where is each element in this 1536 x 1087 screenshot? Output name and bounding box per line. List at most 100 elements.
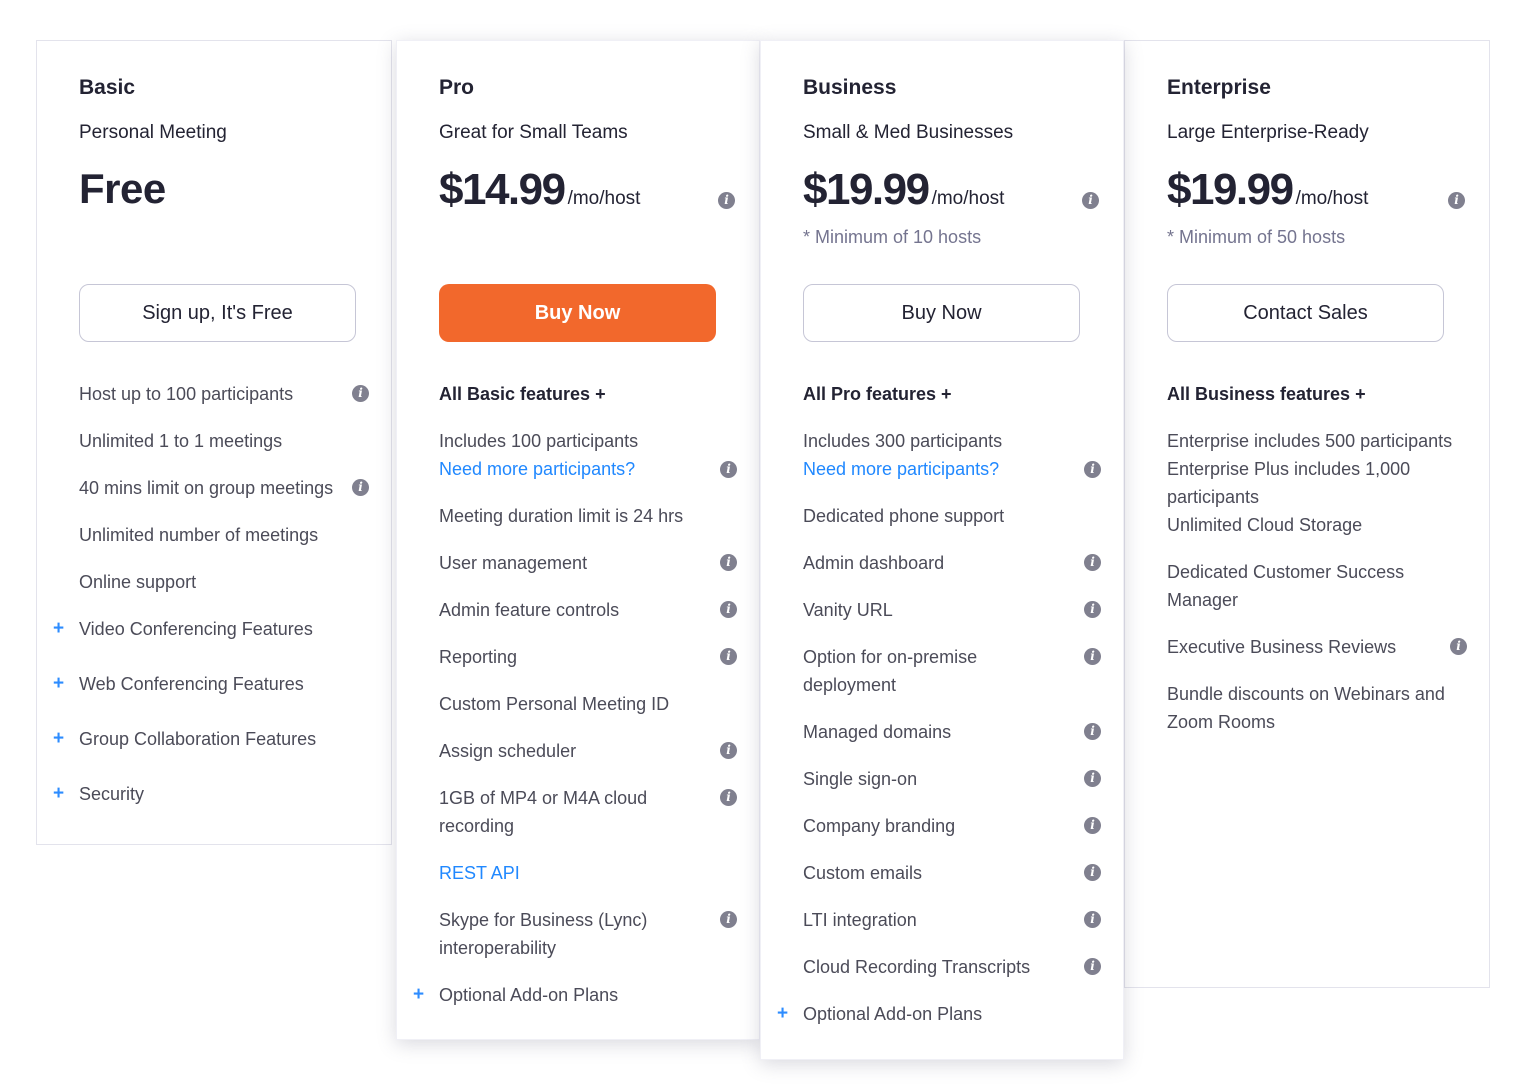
info-icon[interactable]: i <box>1084 958 1101 975</box>
plan-name: Pro <box>439 76 475 99</box>
feature-label: Optional Add-on Plans <box>803 1004 983 1024</box>
feature-label: Web Conferencing Features <box>79 674 304 694</box>
plan-tagline: Great for Small Teams <box>439 122 628 143</box>
features-list: All Basic features + Includes 100 partici… <box>413 380 737 1009</box>
info-icon[interactable]: i <box>720 742 737 759</box>
expandable-feature[interactable]: + Optional Add-on Plans <box>777 1000 1101 1028</box>
feature-item: User management i <box>439 549 737 577</box>
info-icon[interactable]: i <box>720 461 737 478</box>
feature-label: Optional Add-on Plans <box>439 985 619 1005</box>
feature-label: Meeting duration limit is 24 hrs <box>439 506 684 526</box>
feature-label: Reporting <box>439 647 518 667</box>
plan-tagline: Small & Med Businesses <box>803 122 1014 143</box>
feature-label: All Basic features + <box>439 384 606 404</box>
feature-item: Dedicated Customer Success Manager <box>1167 558 1467 614</box>
info-icon[interactable]: i <box>1084 817 1101 834</box>
plus-icon: + <box>53 728 65 749</box>
feature-item: LTI integration i <box>803 906 1101 934</box>
plan-name: Basic <box>79 76 136 99</box>
plus-icon: + <box>413 984 425 1005</box>
contact-sales-button[interactable]: Contact Sales <box>1167 284 1444 342</box>
feature-item: Skype for Business (Lync) interoperabili… <box>439 906 737 962</box>
plan-tagline: Personal Meeting <box>79 122 227 143</box>
buy-now-button[interactable]: Buy Now <box>439 284 716 342</box>
feature-item: Single sign-on i <box>803 765 1101 793</box>
info-icon[interactable]: i <box>352 385 369 402</box>
feature-label: Single sign-on <box>803 769 918 789</box>
feature-label: LTI integration <box>803 910 917 930</box>
info-icon[interactable]: i <box>1084 864 1101 881</box>
buy-now-button[interactable]: Buy Now <box>803 284 1080 342</box>
signup-button[interactable]: Sign up, It's Free <box>79 284 356 342</box>
price-row: $19.99 /mo/host <box>1167 165 1467 219</box>
info-icon[interactable]: i <box>1450 638 1467 655</box>
info-icon[interactable]: i <box>1084 648 1101 665</box>
feature-label: Cloud Recording Transcripts <box>803 957 1031 977</box>
feature-label: Dedicated Customer Success Manager <box>1167 562 1405 610</box>
expandable-feature[interactable]: + Web Conferencing Features <box>53 670 369 698</box>
features-list: Host up to 100 participants i Unlimited 1 … <box>53 380 369 808</box>
feature-item: Dedicated phone support <box>803 502 1101 530</box>
info-icon[interactable]: i <box>1084 770 1101 787</box>
price-unit: /mo/host <box>931 188 1005 209</box>
feature-item: Managed domains i <box>803 718 1101 746</box>
feature-item: Option for on-premise deployment i <box>803 643 1101 699</box>
feature-label: Bundle discounts on Webinars and Zoom Ro… <box>1167 684 1445 732</box>
price-amount: $14.99 <box>439 165 566 214</box>
feature-label: Online support <box>79 572 197 592</box>
plan-card-enterprise: Enterprise Large Enterprise-Ready $19.99… <box>1124 40 1490 988</box>
info-icon[interactable]: i <box>1084 554 1101 571</box>
plan-card-basic: Basic Personal Meeting Free Sign up, It'… <box>36 40 392 845</box>
expandable-feature[interactable]: + Video Conferencing Features <box>53 615 369 643</box>
feature-label: Unlimited number of meetings <box>79 525 319 545</box>
feature-item: Admin feature controls i <box>439 596 737 624</box>
price-note <box>79 227 369 251</box>
price-free-label: Free <box>79 165 166 212</box>
price-amount: $19.99 <box>1167 165 1294 214</box>
feature-label: User management <box>439 553 588 573</box>
feature-item: Custom emails i <box>803 859 1101 887</box>
info-icon[interactable]: i <box>720 601 737 618</box>
feature-label: Custom emails <box>803 863 923 883</box>
feature-label: 40 mins limit on group meetings <box>79 478 334 498</box>
feature-label: Vanity URL <box>803 600 893 620</box>
info-icon[interactable]: i <box>352 479 369 496</box>
feature-label: REST API <box>439 859 737 887</box>
feature-label: Option for on-premise deployment <box>803 647 978 695</box>
plan-tagline: Large Enterprise-Ready <box>1167 122 1369 143</box>
price-unit: /mo/host <box>1295 188 1369 209</box>
feature-label: Security <box>79 784 145 804</box>
expandable-feature[interactable]: + Group Collaboration Features <box>53 725 369 753</box>
info-icon[interactable]: i <box>1084 723 1101 740</box>
info-icon[interactable]: i <box>720 789 737 806</box>
price-note: * Minimum of 50 hosts <box>1167 227 1346 247</box>
feature-item: Online support <box>79 568 369 596</box>
features-list: All Pro features + Includes 300 participa… <box>777 380 1101 1028</box>
info-icon[interactable]: i <box>720 911 737 928</box>
info-icon[interactable]: i <box>720 554 737 571</box>
feature-link[interactable]: REST API <box>439 863 520 883</box>
price-row: $14.99 /mo/host <box>439 165 737 219</box>
feature-link[interactable]: Need more participants? <box>439 459 636 479</box>
feature-item: Unlimited 1 to 1 meetings <box>79 427 369 455</box>
info-icon[interactable]: i <box>1082 192 1099 209</box>
feature-label: Admin feature controls <box>439 600 620 620</box>
feature-label: Group Collaboration Features <box>79 729 317 749</box>
price-row: $19.99 /mo/host <box>803 165 1101 219</box>
feature-item: Includes 300 participants Need more parti… <box>803 427 1101 483</box>
info-icon[interactable]: i <box>1084 601 1101 618</box>
feature-label: Executive Business Reviews <box>1167 637 1397 657</box>
feature-link[interactable]: Need more participants? <box>803 459 1000 479</box>
feature-item: Admin dashboard i <box>803 549 1101 577</box>
expandable-feature[interactable]: + Security <box>53 780 369 808</box>
plan-card-business: Business Small & Med Businesses $19.99 /… <box>760 40 1124 1060</box>
feature-item: All Business features + <box>1167 380 1467 408</box>
feature-label: Host up to 100 participants <box>79 384 294 404</box>
info-icon[interactable]: i <box>718 192 735 209</box>
feature-label: Enterprise includes 500 participants Ente… <box>1167 431 1453 535</box>
info-icon[interactable]: i <box>1084 911 1101 928</box>
expandable-feature[interactable]: + Optional Add-on Plans <box>413 981 737 1009</box>
info-icon[interactable]: i <box>1084 461 1101 478</box>
info-icon[interactable]: i <box>720 648 737 665</box>
info-icon[interactable]: i <box>1448 192 1465 209</box>
